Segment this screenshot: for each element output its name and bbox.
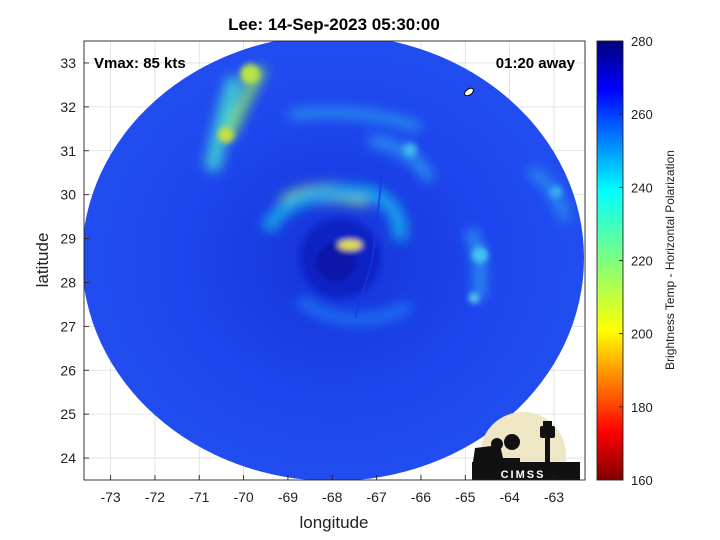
colorbar-axis: 160 180 200 220 240 260 280 <box>619 34 653 488</box>
colorbar-tick-label: 280 <box>631 34 653 49</box>
x-tick-label: -69 <box>278 489 298 505</box>
brightness-swath <box>84 41 584 480</box>
x-axis: -73 -72 -71 -70 -69 -68 -67 -66 -65 -64 -63 <box>100 475 564 505</box>
colorbar-tick-label: 220 <box>631 254 653 269</box>
plot-area: CIMSS Vmax: 85 kts 01:20 away <box>84 41 585 481</box>
y-tick-label: 26 <box>60 362 76 378</box>
colorbar-label: Brightness Temp - Horizontal Polarizatio… <box>663 150 677 370</box>
colorbar-tick-label: 260 <box>631 107 653 122</box>
vmax-annotation: Vmax: 85 kts <box>94 55 186 72</box>
chart-title: Lee: 14-Sep-2023 05:30:00 <box>228 15 440 34</box>
y-tick-label: 27 <box>60 318 76 334</box>
x-tick-label: -67 <box>367 489 387 505</box>
x-tick-label: -72 <box>145 489 165 505</box>
y-tick-label: 29 <box>60 231 76 247</box>
x-tick-label: -65 <box>455 489 475 505</box>
colorbar-tick-label: 180 <box>631 400 653 415</box>
y-tick-label: 25 <box>60 406 76 422</box>
cimss-logo: CIMSS <box>472 412 580 481</box>
colorbar-tick-label: 200 <box>631 327 653 342</box>
colorbar-tick-label: 240 <box>631 180 653 195</box>
y-tick-label: 28 <box>60 274 76 290</box>
y-axis: 24 25 26 27 28 29 30 31 32 33 <box>60 55 89 466</box>
plot-frame <box>83 40 586 481</box>
x-tick-label: -64 <box>500 489 520 505</box>
y-tick-label: 32 <box>60 99 76 115</box>
x-axis-label: longitude <box>299 513 368 532</box>
colorbar <box>596 40 624 481</box>
y-tick-label: 31 <box>60 143 76 159</box>
y-tick-label: 24 <box>60 450 76 466</box>
cimss-logo-text: CIMSS <box>501 469 546 481</box>
x-tick-label: -66 <box>411 489 431 505</box>
swath-marker <box>464 87 474 97</box>
y-axis-label: latitude <box>33 233 52 288</box>
x-tick-label: -73 <box>100 489 120 505</box>
time-away-annotation: 01:20 away <box>496 55 576 72</box>
colorbar-tick-label: 160 <box>631 473 653 488</box>
x-tick-label: -70 <box>233 489 253 505</box>
x-tick-label: -68 <box>322 489 342 505</box>
y-tick-label: 33 <box>60 55 76 71</box>
y-tick-label: 30 <box>60 187 76 203</box>
x-tick-label: -63 <box>544 489 564 505</box>
x-tick-label: -71 <box>189 489 209 505</box>
